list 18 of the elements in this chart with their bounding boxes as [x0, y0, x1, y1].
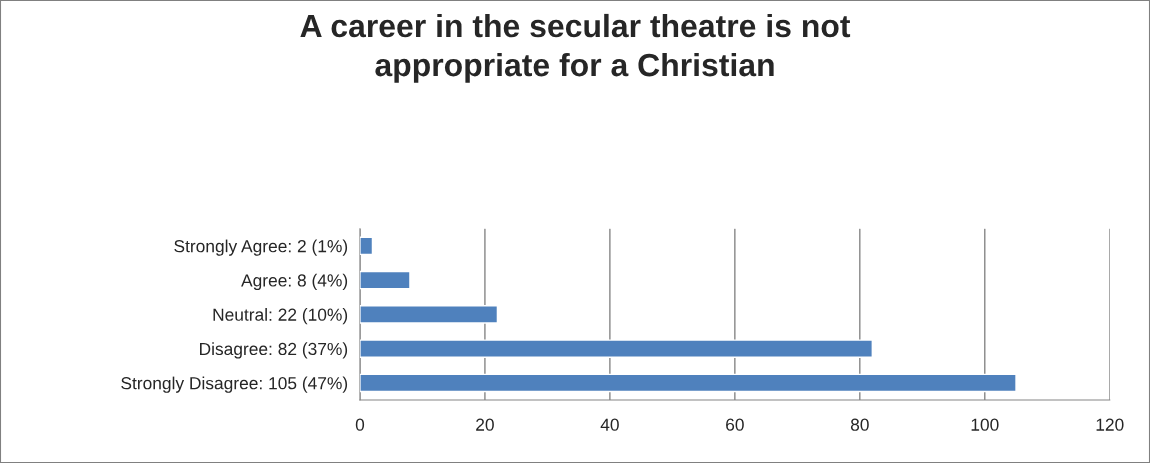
bar	[359, 373, 1017, 393]
y-tick-label: Neutral: 22 (10%)	[213, 308, 348, 325]
bar	[359, 270, 411, 290]
x-tick-label: 100	[971, 418, 999, 431]
y-tick-label: Agree: 8 (4%)	[241, 273, 348, 291]
x-tick-label: 60	[726, 418, 744, 431]
x-tick-label: 40	[600, 418, 619, 431]
bar	[359, 305, 499, 324]
x-tick-label: 0	[355, 418, 365, 431]
y-tick-label: Strongly Agree: 2 (1%)	[174, 239, 348, 256]
y-tick-label: Strongly Disagree: 105 (47%)	[121, 376, 348, 393]
y-tick-label: Disagree: 82 (37%)	[200, 342, 348, 359]
x-tick-label: 120	[1096, 418, 1124, 431]
chart-title: A career in the secular theatre is not appropriate for a Christian	[300, 13, 851, 83]
x-tick-label: 20	[476, 418, 494, 431]
bar	[359, 236, 374, 256]
x-tick-label: 80	[850, 418, 869, 431]
bar	[359, 339, 874, 358]
